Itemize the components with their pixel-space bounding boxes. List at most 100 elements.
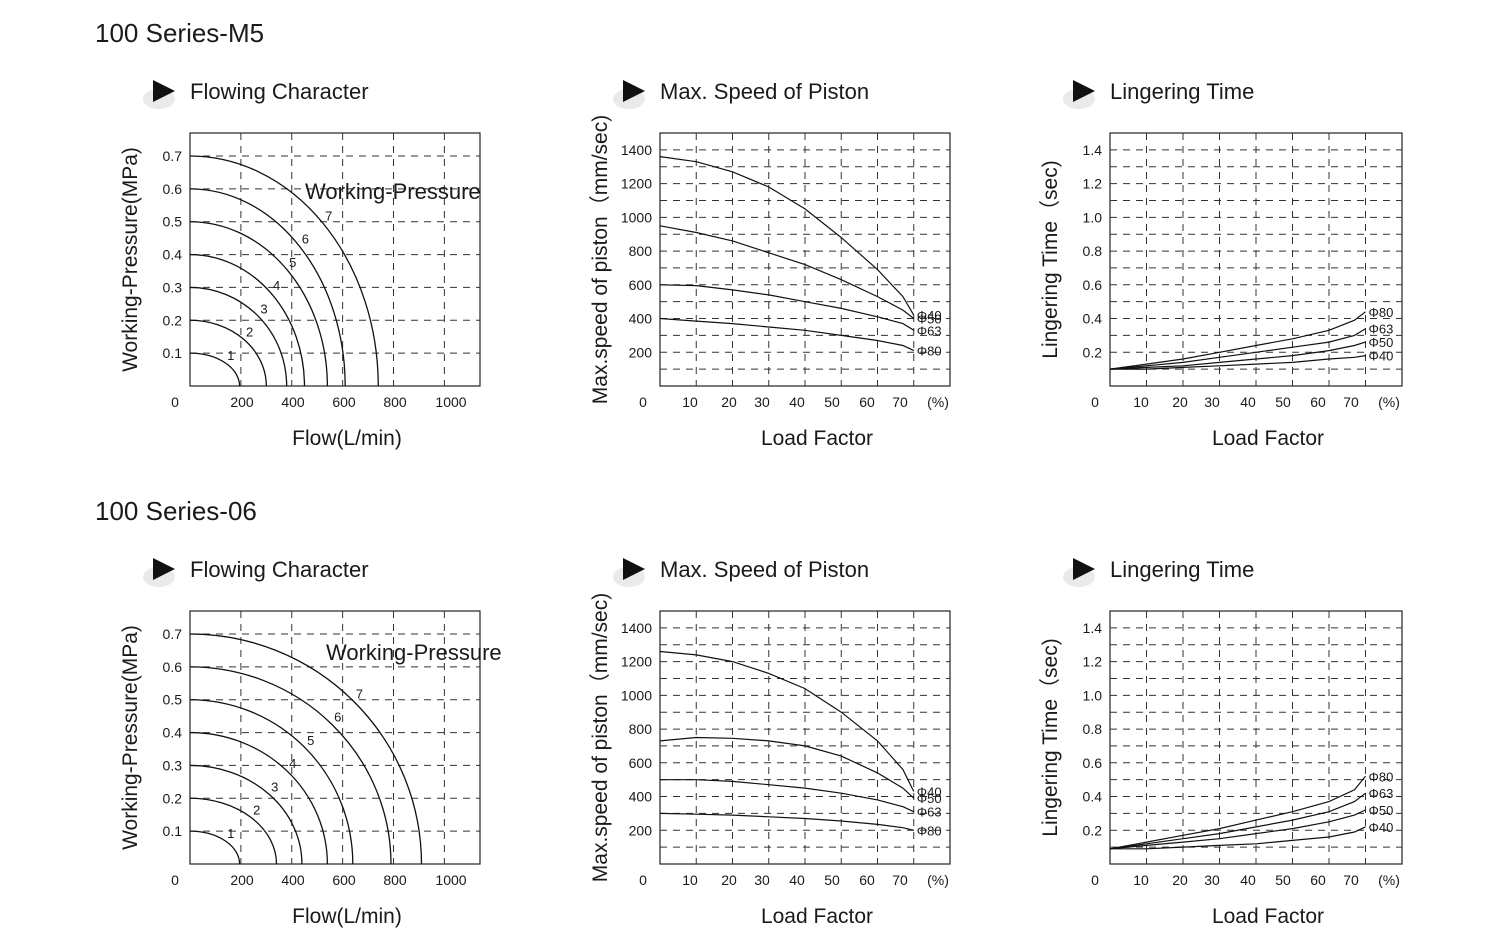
chart-title: Flowing Character	[190, 79, 369, 104]
pressure-curve-2	[189, 319, 267, 387]
y-tick-label: 0.6	[1083, 277, 1103, 293]
x-tick-label: 400	[281, 394, 305, 410]
series-line-Φ80	[1109, 311, 1366, 370]
pressure-curve-5	[189, 699, 354, 865]
x-tick-label: 1000	[435, 394, 466, 410]
curve-label: 6	[334, 710, 341, 725]
x-tick-label: 800	[383, 394, 407, 410]
x-tick-label: 30	[754, 872, 770, 888]
x-tick-label: 600	[332, 872, 356, 888]
title-arrow-icon	[1073, 80, 1095, 102]
x-tick-label: 40	[1240, 872, 1256, 888]
x-tick-label: 60	[1310, 394, 1326, 410]
y-tick-label: 1.4	[1083, 620, 1103, 636]
y-tick-label: 1.2	[1083, 654, 1103, 670]
y-tick-label: 1400	[621, 620, 652, 636]
y-axis-label: Max.speed of piston（mm/sec)	[589, 593, 612, 882]
x-axis-label: Flow(L/min)	[292, 905, 402, 928]
curve-label: 3	[260, 301, 267, 316]
y-tick-label: 0.7	[163, 626, 183, 642]
y-tick-label: 0.2	[163, 312, 183, 328]
pressure-curve-5	[189, 221, 329, 387]
series-line-Φ80	[1109, 775, 1366, 850]
pressure-curve-3	[189, 764, 303, 865]
curve-label: 1	[227, 348, 234, 363]
series-line-Φ63	[1109, 328, 1366, 370]
chart-panel-2: Max. Speed of Piston20040060080010001200…	[589, 79, 951, 450]
x-tick-label: (%)	[1378, 394, 1400, 410]
series-line-Φ50	[659, 225, 915, 319]
pressure-curve-6	[189, 188, 346, 387]
y-tick-label: 400	[629, 311, 653, 327]
x-tick-label: 60	[859, 872, 875, 888]
series-line-Φ40	[1110, 355, 1366, 370]
x-tick-label: 10	[682, 872, 698, 888]
x-tick-label: 200	[230, 394, 254, 410]
series-label: Φ80	[1369, 769, 1394, 784]
y-axis-label: Max.speed of piston（mm/sec)	[589, 115, 612, 404]
plot-frame	[189, 610, 481, 865]
y-tick-label: 200	[629, 822, 653, 838]
x-tick-label: 30	[1204, 872, 1220, 888]
series-label: Φ80	[917, 823, 942, 838]
chart-title: Max. Speed of Piston	[660, 79, 869, 104]
curve-label: 2	[253, 803, 260, 818]
x-tick-label: 0	[639, 394, 647, 410]
x-tick-label: 40	[789, 394, 805, 410]
plot-frame	[189, 132, 481, 387]
title-arrow-icon	[623, 558, 645, 580]
y-tick-label: 0.8	[1083, 243, 1103, 259]
series-label: Φ40	[1369, 820, 1394, 835]
pressure-curve-3	[189, 286, 288, 387]
series-line-Φ40	[659, 650, 915, 792]
series-line-Φ63	[659, 284, 915, 331]
y-tick-label: 0.4	[163, 247, 183, 263]
curve-label: 4	[289, 756, 296, 771]
chart-panel-4: 100 Series-06 Flowing Character 0.1 0.2 0.3 0…	[95, 496, 502, 928]
x-tick-label: 40	[789, 872, 805, 888]
x-axis-label: Load Factor	[761, 905, 873, 928]
x-tick-label: 50	[824, 872, 840, 888]
chart-title: Lingering Time	[1110, 79, 1254, 104]
x-axis-label: Load Factor	[1212, 427, 1324, 450]
chart-panel-1: 100 Series-M5 Flowing Character 0.1 0.2 0.3 0…	[95, 18, 481, 450]
title-arrow-icon	[153, 80, 175, 102]
series-label: Φ50	[917, 791, 942, 806]
x-tick-label: 50	[1275, 872, 1291, 888]
y-tick-label: 200	[629, 344, 653, 360]
plot-frame	[1109, 610, 1403, 865]
x-tick-label: 10	[1133, 872, 1149, 888]
annotation-text: Working-Pressure	[326, 640, 502, 665]
x-tick-label: 30	[754, 394, 770, 410]
plot-frame	[1109, 132, 1403, 387]
series-label: Φ80	[917, 344, 942, 359]
series-label: Φ63	[1369, 322, 1394, 337]
pressure-curve-7	[189, 155, 379, 387]
pressure-curve-1	[189, 352, 241, 387]
y-axis-label: Lingering Time（sec)	[1039, 638, 1062, 836]
x-tick-label: (%)	[927, 872, 949, 888]
pressure-curve-4	[189, 253, 306, 387]
series-label: Φ50	[1369, 803, 1394, 818]
series-label: Φ80	[1369, 305, 1394, 320]
chart-title: Max. Speed of Piston	[660, 557, 869, 582]
y-tick-label: 0.5	[163, 692, 183, 708]
x-tick-label: 20	[1172, 394, 1188, 410]
x-tick-label: 800	[383, 872, 407, 888]
x-tick-label: 0	[1091, 394, 1099, 410]
series-label: Φ50	[1369, 335, 1394, 350]
x-tick-label: 30	[1204, 394, 1220, 410]
x-tick-label: 600	[332, 394, 356, 410]
y-tick-label: 800	[629, 243, 653, 259]
series-label: Φ50	[917, 312, 942, 327]
x-axis-label: Load Factor	[761, 427, 873, 450]
y-tick-label: 400	[629, 789, 653, 805]
series-label: Φ63	[917, 805, 942, 820]
series-label: Φ40	[917, 784, 942, 799]
y-tick-label: 0.3	[163, 279, 183, 295]
curve-label: 4	[273, 278, 280, 293]
curve-label: 1	[227, 826, 234, 841]
y-tick-label: 1400	[621, 142, 652, 158]
series-line-Φ40	[1110, 826, 1366, 850]
curve-label: 7	[325, 208, 332, 223]
